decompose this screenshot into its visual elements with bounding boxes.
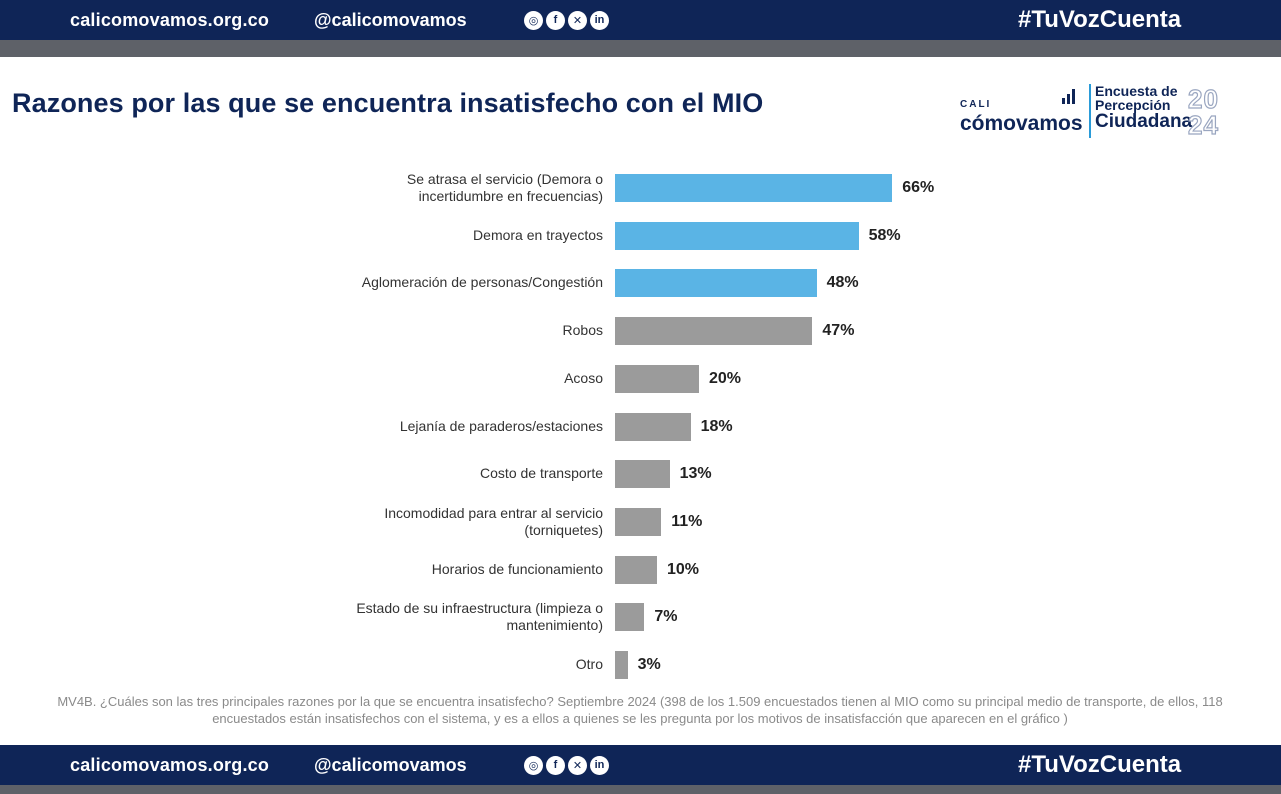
bar bbox=[615, 460, 670, 489]
bar bbox=[615, 221, 859, 250]
logo-year-top: 20 bbox=[1187, 84, 1219, 114]
category-label: Estado de su infraestructura (limpieza o… bbox=[356, 600, 603, 634]
linkedin-icon[interactable]: in bbox=[590, 10, 609, 30]
category-label: Aglomeración de personas/Congestión bbox=[361, 274, 603, 291]
logo-year-bottom: 24 bbox=[1187, 110, 1219, 140]
data-label: 11% bbox=[671, 512, 703, 530]
logo-cali: CALI bbox=[960, 99, 992, 110]
category-label: Lejanía de paraderos/estaciones bbox=[399, 417, 603, 434]
logo-line1: Encuesta de bbox=[1095, 83, 1178, 99]
linkedin-icon[interactable]: in bbox=[590, 755, 609, 775]
category-label: Otro bbox=[575, 656, 603, 672]
top-divider bbox=[0, 40, 1281, 57]
instagram-icon[interactable]: ◎ bbox=[524, 755, 543, 775]
data-label: 18% bbox=[700, 417, 733, 435]
bar bbox=[615, 364, 699, 393]
logo-survey-name: Encuesta de Percepción Ciudadana bbox=[1095, 84, 1192, 132]
bar bbox=[615, 651, 628, 679]
footer-hashtag: #TuVozCuenta bbox=[1018, 751, 1182, 778]
bottom-banner: calicomovamos.org.co @calicomovamos ◎ f … bbox=[0, 745, 1281, 785]
data-label: 66% bbox=[902, 179, 935, 196]
category-label: Demora en trayectos bbox=[473, 226, 603, 243]
bar bbox=[615, 269, 817, 298]
facebook-icon[interactable]: f bbox=[546, 10, 565, 30]
page-title: Razones por las que se encuentra insatis… bbox=[12, 88, 764, 118]
facebook-icon[interactable]: f bbox=[546, 755, 565, 775]
data-label: 3% bbox=[637, 656, 661, 673]
bar bbox=[615, 174, 893, 202]
x-icon[interactable]: ✕ bbox=[568, 10, 587, 30]
logo-bars-icon bbox=[1062, 88, 1075, 104]
data-label: 10% bbox=[667, 560, 700, 578]
logo-separator bbox=[1089, 84, 1091, 138]
x-icon[interactable]: ✕ bbox=[568, 755, 587, 775]
category-label: Acoso bbox=[564, 369, 603, 386]
data-label: 7% bbox=[654, 608, 678, 626]
logo-year: 20 24 bbox=[1187, 84, 1219, 140]
website-link[interactable]: calicomovamos.org.co bbox=[70, 9, 270, 30]
social-icons: ◎ f ✕ in bbox=[524, 10, 609, 30]
bar bbox=[615, 507, 662, 536]
bar bbox=[615, 412, 691, 441]
social-handle[interactable]: @calicomovamos bbox=[314, 9, 467, 30]
category-label: Horarios de funcionamiento bbox=[431, 560, 603, 577]
footnote: MV4B. ¿Cuáles son las tres principales r… bbox=[57, 694, 1223, 726]
category-label: Incomodidad para entrar al servicio (tor… bbox=[384, 504, 603, 538]
brand-logo: CALI cómovamos Encuesta de Percepción Ci… bbox=[960, 84, 1260, 140]
logo-line2: Percepción bbox=[1095, 97, 1171, 113]
category-label: Robos bbox=[562, 322, 603, 339]
logo-line3: Ciudadana bbox=[1095, 111, 1193, 132]
footer-social-handle[interactable]: @calicomovamos bbox=[314, 754, 467, 775]
top-banner: calicomovamos.org.co @calicomovamos ◎ f … bbox=[0, 0, 1281, 40]
category-label: Costo de transporte bbox=[480, 465, 603, 482]
bar bbox=[615, 603, 645, 632]
hashtag: #TuVozCuenta bbox=[1018, 6, 1182, 33]
category-label: Se atrasa el servicio (Demora o incertid… bbox=[406, 171, 603, 204]
data-label: 13% bbox=[679, 465, 712, 483]
bar bbox=[615, 555, 657, 584]
bottom-divider bbox=[0, 785, 1281, 794]
data-label: 48% bbox=[826, 274, 859, 292]
data-label: 47% bbox=[822, 322, 855, 340]
footer-social-icons: ◎ f ✕ in bbox=[524, 755, 609, 775]
footer-website-link[interactable]: calicomovamos.org.co bbox=[70, 754, 270, 775]
instagram-icon[interactable]: ◎ bbox=[524, 10, 543, 30]
bar bbox=[615, 317, 813, 346]
data-label: 58% bbox=[868, 226, 901, 244]
data-label: 20% bbox=[709, 369, 742, 387]
logo-brand: cómovamos bbox=[960, 112, 1083, 135]
